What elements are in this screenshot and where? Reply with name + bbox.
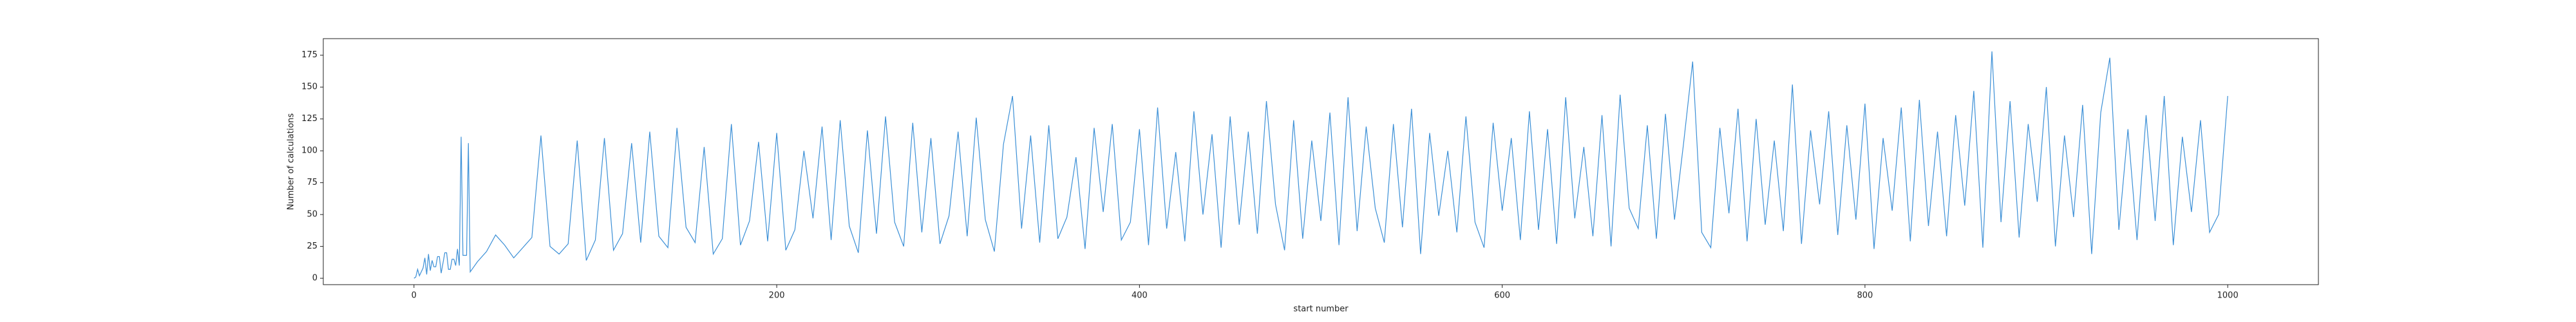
- y-tick-label: 175: [301, 50, 317, 60]
- y-tick-label: 0: [312, 274, 317, 283]
- y-tick-label: 125: [301, 114, 317, 124]
- y-tick-label: 100: [301, 146, 317, 156]
- x-tick-label: 400: [1132, 291, 1148, 301]
- y-tick-label: 50: [307, 210, 317, 220]
- x-axis-label: start number: [1293, 305, 1349, 314]
- x-tick-label: 600: [1494, 291, 1510, 301]
- y-axis-label: Number of calculations: [287, 113, 296, 211]
- x-tick-label: 800: [1857, 291, 1873, 301]
- y-tick-label: 150: [301, 82, 317, 92]
- data-line: [413, 51, 2228, 279]
- plot-frame: [323, 38, 2319, 285]
- x-tick-label: 0: [412, 291, 417, 301]
- y-tick-label: 75: [307, 178, 317, 187]
- y-tick-label: 25: [307, 242, 317, 251]
- x-tick-label: 200: [769, 291, 785, 301]
- x-tick-label: 1000: [2217, 291, 2239, 301]
